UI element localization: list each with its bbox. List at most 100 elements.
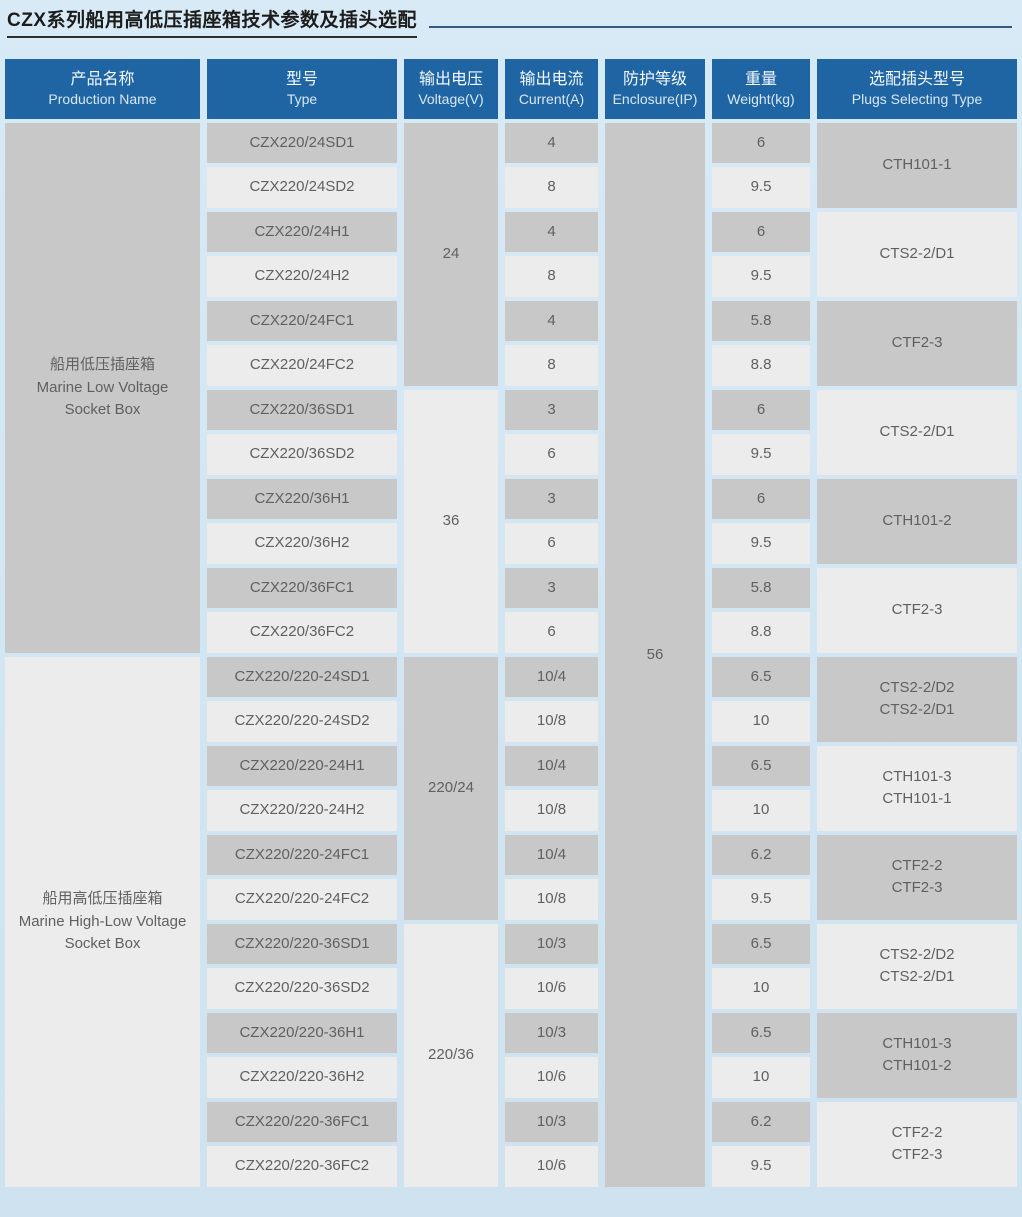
header-production-name: 产品名称 Production Name [5,58,200,119]
current-cell: 8 [505,167,598,208]
type-cell: CZX220/220-36SD1 [207,923,397,965]
type-cell: CZX220/220-36H2 [207,1057,397,1098]
title-rule [429,25,1012,28]
current-cell: 10/4 [505,656,598,698]
plug-cell: CTS2-2/D1 [817,211,1017,297]
product-cell-high-low-voltage: 船用高低压插座箱 Marine High-Low Voltage Socket B… [5,656,200,1187]
type-cell: CZX220/220-24FC2 [207,879,397,920]
type-cell: CZX220/220-36FC2 [207,1146,397,1187]
header-zh: 输出电压 [418,70,483,88]
weight-cell: 9.5 [712,1146,810,1187]
plug-cell: CTF2-2 CTF2-3 [817,1101,1017,1187]
product-zh: 船用低压插座箱 [49,356,155,374]
header-en: Weight(kg) [727,91,795,108]
current-cell: 4 [505,300,598,342]
current-cell: 6 [505,434,598,475]
header-type: 型号 Type [207,58,397,119]
product-en: Marine High-Low Voltage Socket Box [18,912,187,953]
weight-cell: 10 [712,1057,810,1098]
weight-cell: 9.5 [712,256,810,297]
type-cell: CZX220/24FC1 [207,300,397,342]
weight-cell: 10 [712,968,810,1009]
weight-cell: 10 [712,790,810,831]
weight-cell: 9.5 [712,879,810,920]
voltage-cell: 24 [404,122,498,386]
type-cell: CZX220/24H1 [207,211,397,253]
header-zh: 型号 [285,70,318,88]
plug-cell: CTF2-2 CTF2-3 [817,834,1017,920]
current-cell: 10/8 [505,790,598,831]
current-cell: 8 [505,345,598,386]
spec-table: 产品名称 Production Name 型号 Type 输出电压 Voltage(V… [5,58,1017,1187]
header-zh: 防护等级 [622,70,687,88]
current-cell: 6 [505,612,598,653]
voltage-cell: 36 [404,389,498,653]
header-en: Plugs Selecting Type [851,91,983,108]
plug-cell: CTS2-2/D2 CTS2-2/D1 [817,923,1017,1009]
plug-cell: CTH101-1 [817,122,1017,208]
weight-cell: 6.5 [712,656,810,698]
weight-cell: 6 [712,478,810,520]
weight-cell: 6.2 [712,834,810,876]
header-en: Production Name [48,91,157,108]
weight-cell: 6.5 [712,923,810,965]
weight-cell: 6.5 [712,1012,810,1054]
weight-cell: 8.8 [712,345,810,386]
current-cell: 6 [505,523,598,564]
weight-cell: 9.5 [712,167,810,208]
plug-cell: CTH101-3 CTH101-2 [817,1012,1017,1098]
weight-cell: 6.5 [712,745,810,787]
product-cell-low-voltage: 船用低压插座箱 Marine Low Voltage Socket Box [5,122,200,653]
weight-cell: 6 [712,211,810,253]
type-cell: CZX220/220-24SD1 [207,656,397,698]
header-en: Enclosure(IP) [612,91,698,108]
type-cell: CZX220/36H1 [207,478,397,520]
type-cell: CZX220/220-24H2 [207,790,397,831]
product-en: Marine Low Voltage Socket Box [36,378,169,419]
type-cell: CZX220/24SD1 [207,122,397,164]
type-cell: CZX220/220-24FC1 [207,834,397,876]
header-en: Current(A) [518,91,585,108]
weight-cell: 6.2 [712,1101,810,1143]
header-plugs: 选配插头型号 Plugs Selecting Type [817,58,1017,119]
enclosure-cell: 56 [605,122,705,1187]
current-cell: 10/3 [505,923,598,965]
type-cell: CZX220/36SD1 [207,389,397,431]
current-cell: 3 [505,567,598,609]
current-cell: 10/4 [505,834,598,876]
current-cell: 8 [505,256,598,297]
type-cell: CZX220/220-24H1 [207,745,397,787]
type-cell: CZX220/36SD2 [207,434,397,475]
plug-cell: CTH101-2 [817,478,1017,564]
current-cell: 3 [505,389,598,431]
weight-cell: 5.8 [712,300,810,342]
type-cell: CZX220/36FC2 [207,612,397,653]
plug-cell: CTH101-3 CTH101-1 [817,745,1017,831]
plug-cell: CTS2-2/D2 CTS2-2/D1 [817,656,1017,742]
current-cell: 10/3 [505,1101,598,1143]
type-cell: CZX220/24SD2 [207,167,397,208]
current-cell: 4 [505,122,598,164]
voltage-cell: 220/24 [404,656,498,920]
voltage-cell: 220/36 [404,923,498,1187]
page-title: CZX系列船用高低压插座箱技术参数及插头选配 [7,10,418,38]
header-current: 输出电流 Current(A) [505,58,598,119]
current-cell: 10/4 [505,745,598,787]
current-cell: 3 [505,478,598,520]
current-cell: 10/8 [505,879,598,920]
header-en: Voltage(V) [418,91,484,108]
weight-cell: 5.8 [712,567,810,609]
header-voltage: 输出电压 Voltage(V) [404,58,498,119]
type-cell: CZX220/220-36FC1 [207,1101,397,1143]
product-zh: 船用高低压插座箱 [42,890,163,908]
header-zh: 选配插头型号 [868,70,965,88]
current-cell: 10/3 [505,1012,598,1054]
weight-cell: 10 [712,701,810,742]
header-zh: 重量 [744,70,777,88]
type-cell: CZX220/220-24SD2 [207,701,397,742]
header-weight: 重量 Weight(kg) [712,58,810,119]
type-cell: CZX220/36H2 [207,523,397,564]
current-cell: 10/6 [505,1057,598,1098]
type-cell: CZX220/220-36SD2 [207,968,397,1009]
header-zh: 输出电流 [519,70,584,88]
